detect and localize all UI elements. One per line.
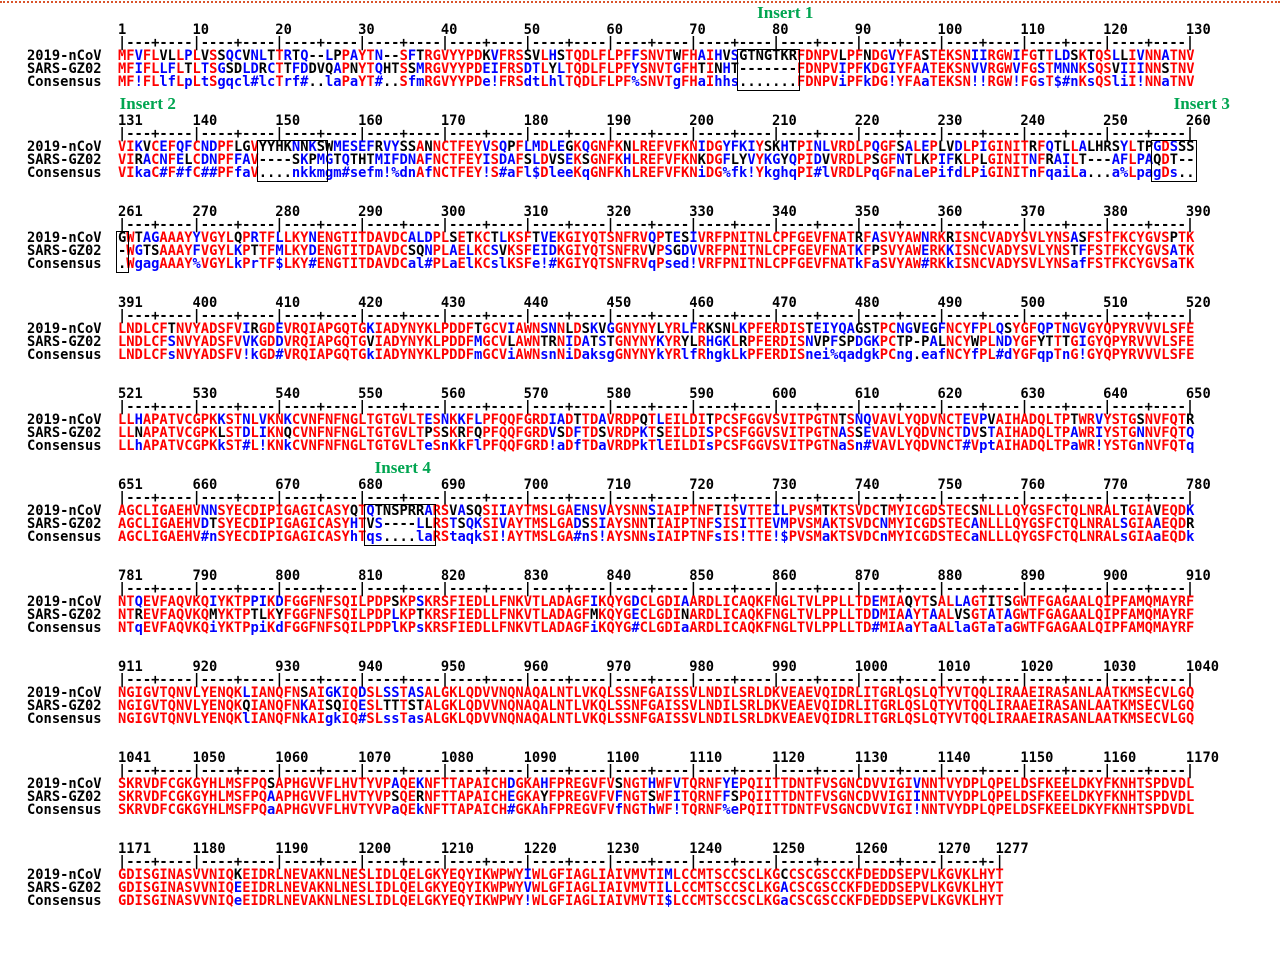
- alignment-block: 391 400 410 420 430 440 450 460 470 480 …: [0, 295, 1280, 363]
- sequence-row-sars-gz02: SARS-GZ02 NTREVFAQVKQMYKTPTLKYFGGFNFSQILP…: [0, 607, 1280, 623]
- sequence-row-2019-ncov: 2019-nCoV GWTAGAAAYYVGYLQPRTFLLKYNENGTITD…: [0, 230, 1280, 246]
- sequence-row-sars-gz02: SARS-GZ02 NGIGVTQNVLYENQKQIANQFNKAISQIQES…: [0, 698, 1280, 714]
- row-label: Consensus: [27, 438, 102, 454]
- row-label: 2019-nCoV: [27, 230, 102, 246]
- top-dotted-border: [0, 1, 1280, 3]
- ruler-numbers-row: 651 660 670 680 690 700 710 720 730 740 …: [118, 477, 1211, 493]
- ruler-ticks-row: |---+----|----+----|----+----|----+----|…: [118, 672, 1195, 688]
- row-label: 2019-nCoV: [27, 867, 102, 883]
- row-label: 2019-nCoV: [27, 503, 102, 519]
- row-label: Consensus: [27, 802, 102, 818]
- consensus-row: Consensus LNDLCFsNVYADSFV!kGD#VRQIAPGQTGk…: [0, 347, 1280, 363]
- alignment-block: 1171 1180 1190 1200 1210 1220 1230 1240 …: [0, 841, 1280, 909]
- ruler-numbers-row: 131 140 150 160 170 180 190 200 210 220 …: [118, 113, 1211, 129]
- ruler-ticks-row: |---+----|----+----|----+----|----+----|…: [118, 308, 1195, 324]
- row-label: SARS-GZ02: [27, 698, 102, 714]
- row-label: 2019-nCoV: [27, 321, 102, 337]
- ruler-numbers-row: 391 400 410 420 430 440 450 460 470 480 …: [118, 295, 1211, 311]
- ruler-numbers-row: 911 920 930 940 950 960 970 980 990 1000…: [118, 659, 1220, 675]
- row-label: Consensus: [27, 529, 102, 545]
- row-label: 2019-nCoV: [27, 48, 102, 64]
- ruler-numbers-row: 1171 1180 1190 1200 1210 1220 1230 1240 …: [118, 841, 1029, 857]
- row-label: SARS-GZ02: [27, 789, 102, 805]
- ruler-ticks-row: |---+----|----+----|----+----|----+----|…: [118, 763, 1195, 779]
- insert-label: Insert 1: [757, 3, 814, 22]
- consensus-row: Consensus AGCLIGAEHV#nSYECDIPIGAGICASYhTq…: [0, 529, 1280, 545]
- ruler-numbers-row: 1 10 20 30 40 50 60 70 80 90 100 110 120…: [118, 22, 1211, 38]
- insert-label: Insert 2: [119, 94, 176, 113]
- sequence-row-sars-gz02: SARS-GZ02 -WGTSAAAYFVGYLKPTTFMLKYDENGTITD…: [0, 243, 1280, 259]
- sequence-row-2019-ncov: 2019-nCoV AGCLIGAEHVNNSYECDIPIGAGICASYQTQ…: [0, 503, 1280, 519]
- consensus-row: Consensus NTqEVFAQVKQiYKTPpiKdFGGFNFSQILP…: [0, 620, 1280, 636]
- row-label: 2019-nCoV: [27, 776, 102, 792]
- alignment-block: Insert 2 Insert 3 131 140 150 160 170 180 …: [0, 94, 1280, 182]
- row-label: SARS-GZ02: [27, 243, 102, 259]
- sequence-row-2019-ncov: 2019-nCoV NTQEVFAQVKQIYKTPPIKDFGGFNFSQILP…: [0, 594, 1280, 610]
- sequence-row-sars-gz02: SARS-GZ02 AGCLIGAEHVDTSYECDIPIGAGICASYHTV…: [0, 516, 1280, 532]
- ruler-ticks-row: |---+----|----+----|----+----|----+----|…: [118, 854, 1004, 870]
- insert-label: Insert 3: [1173, 94, 1230, 113]
- alignment-block: 911 920 930 940 950 960 970 980 990 1000…: [0, 659, 1280, 727]
- sequence-row-sars-gz02: SARS-GZ02 LNDLCFSNVYADSFVVKGDDVRQIAPGQTGV…: [0, 334, 1280, 350]
- row-label: Consensus: [27, 347, 102, 363]
- row-label: 2019-nCoV: [27, 685, 102, 701]
- row-label: Consensus: [27, 893, 102, 909]
- sequence-row-2019-ncov: 2019-nCoV SKRVDFCGKGYHLMSFPQSAPHGVVFLHVTY…: [0, 776, 1280, 792]
- consensus-row: Consensus GDISGINASVVNIQeEIDRLNEVAKNLNESL…: [0, 893, 1280, 909]
- ruler-ticks-row: |---+----|----+----|----+----|----+----|…: [118, 490, 1195, 506]
- ruler-ticks-row: |---+----|----+----|----+----|----+----|…: [118, 581, 1195, 597]
- row-label: 2019-nCoV: [27, 412, 102, 428]
- sequence-row-2019-ncov: 2019-nCoV GDISGINASVVNIQKEIDRLNEVAKNLNESL…: [0, 867, 1280, 883]
- sequence-row-sars-gz02: SARS-GZ02 VIRACNFELCDNPFFAV----SKPMGTQTHT…: [0, 152, 1280, 168]
- alignment-block: Insert 4 651 660 670 680 690 700 710 720 …: [0, 458, 1280, 546]
- row-label: SARS-GZ02: [27, 880, 102, 896]
- alignment-block: 521 530 540 550 560 570 580 590 600 610 …: [0, 386, 1280, 454]
- insert-label: Insert 4: [374, 458, 431, 477]
- ruler-numbers-row: 261 270 280 290 300 310 320 330 340 350 …: [118, 204, 1211, 220]
- row-label: Consensus: [27, 74, 102, 90]
- sequence-row-2019-ncov: 2019-nCoV NGIGVTQNVLYENQKLIANQFNSAIGKIQDS…: [0, 685, 1280, 701]
- ruler-ticks-row: |---+----|----+----|----+----|----+----|…: [118, 217, 1195, 233]
- consensus-row: Consensus .WgagAAAY%VGYLkPrTF$LKY#ENGTITD…: [0, 256, 1280, 272]
- row-label: SARS-GZ02: [27, 334, 102, 350]
- consensus-row: Consensus LLhAPATVCGPKkST#L!KNkCVNFNFNGLT…: [0, 438, 1280, 454]
- consensus-row: Consensus NGIGVTQNVLYENQKlIANQFNkAIgkIQ#S…: [0, 711, 1280, 727]
- sequence-row-sars-gz02: SARS-GZ02 SKRVDFCGKGYHLMSFPQAAPHGVVFLHVTY…: [0, 789, 1280, 805]
- consensus-row: Consensus VIkaC#F#fC##PFfaV....nkkmgm#sef…: [0, 165, 1280, 181]
- sequence-row-sars-gz02: SARS-GZ02 GDISGINASVVNIQEEIDRLNEVAKNLNESL…: [0, 880, 1280, 896]
- sequence-row-2019-ncov: 2019-nCoV VIKVCEFQFCNDPFLGVYYHKNNKSWMESEF…: [0, 139, 1280, 155]
- ruler-numbers-row: 781 790 800 810 820 830 840 850 860 870 …: [118, 568, 1211, 584]
- ruler-ticks-row: |---+----|----+----|----+----|----+----|…: [118, 35, 1195, 51]
- row-label: Consensus: [27, 711, 102, 727]
- alignment-block: 261 270 280 290 300 310 320 330 340 350 …: [0, 204, 1280, 273]
- ruler-ticks-row: |---+----|----+----|----+----|----+----|…: [118, 399, 1195, 415]
- sequence-row-2019-ncov: 2019-nCoV MFVFLVLLPLVSSQCVNLTTRTQ--LPPAYT…: [0, 48, 1280, 64]
- row-label: SARS-GZ02: [27, 516, 102, 532]
- row-label: SARS-GZ02: [27, 607, 102, 623]
- sequence-row-2019-ncov: 2019-nCoV LLHAPATVCGPKKSTNLVKNKCVNFNFNGLT…: [0, 412, 1280, 428]
- alignment-block: 781 790 800 810 820 830 840 850 860 870 …: [0, 568, 1280, 636]
- consensus-row: Consensus SKRVDFCGKGYHLMSFPQaAPHGVVFLHVTY…: [0, 802, 1280, 818]
- sequence-row-sars-gz02: SARS-GZ02 LLNAPATVCGPKLSTDLIKNQCVNFNFNGLT…: [0, 425, 1280, 441]
- alignment-block: 1041 1050 1060 1070 1080 1090 1100 1110 …: [0, 750, 1280, 818]
- row-label: Consensus: [27, 620, 102, 636]
- row-label: Consensus: [27, 165, 102, 181]
- ruler-ticks-row: |---+----|----+----|----+----|----+----|…: [118, 126, 1195, 142]
- ruler-numbers-row: 1041 1050 1060 1070 1080 1090 1100 1110 …: [118, 750, 1220, 766]
- consensus-row: Consensus MF!FLlfLpLtSgqcl#lcTrf#..laPaYT…: [0, 74, 1280, 90]
- sequence-row-2019-ncov: 2019-nCoV LNDLCFTNVYADSFVIRGDEVRQIAPGQTGK…: [0, 321, 1280, 337]
- row-label: SARS-GZ02: [27, 61, 102, 77]
- ruler-numbers-row: 521 530 540 550 560 570 580 590 600 610 …: [118, 386, 1211, 402]
- row-label: SARS-GZ02: [27, 425, 102, 441]
- row-label: Consensus: [27, 256, 102, 272]
- sequence-row-sars-gz02: SARS-GZ02 MFIFLLFLTLTSGSDLDRCTTFDDVQAPNYT…: [0, 61, 1280, 77]
- row-label: 2019-nCoV: [27, 594, 102, 610]
- row-label: SARS-GZ02: [27, 152, 102, 168]
- row-label: 2019-nCoV: [27, 139, 102, 155]
